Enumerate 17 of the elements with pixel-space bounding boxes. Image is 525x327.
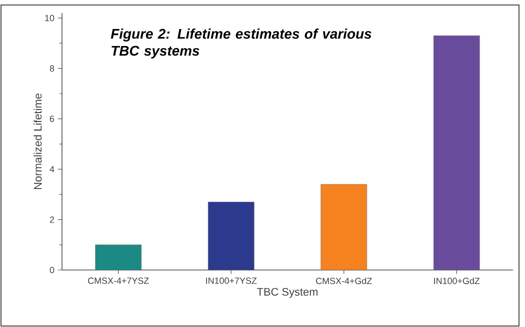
x-tick-label: CMSX-4+GdZ <box>316 278 372 284</box>
x-tick-label: IN100+7YSZ <box>206 278 257 284</box>
y-tick-label: 2 <box>50 216 54 223</box>
y-tick-label: 0 <box>50 266 54 274</box>
y-tick-label: 4 <box>50 166 54 172</box>
y-tick-label: 6 <box>50 116 54 122</box>
y-tick-label: 8 <box>50 65 54 72</box>
x-tick-label: IN100+GdZ <box>434 278 480 284</box>
y-axis-title: Normalized Lifetime <box>34 94 42 190</box>
y-tick-label: 10 <box>45 14 54 22</box>
bar <box>320 184 368 270</box>
x-axis-title: TBC System <box>257 288 318 298</box>
bar <box>433 36 480 270</box>
x-tick-label: CMSX-4+7YSZ <box>88 278 149 284</box>
bar <box>95 244 142 270</box>
bar <box>208 202 254 270</box>
text: Figure 2: Lifetime estimates of various TBC systems <box>110 28 372 58</box>
